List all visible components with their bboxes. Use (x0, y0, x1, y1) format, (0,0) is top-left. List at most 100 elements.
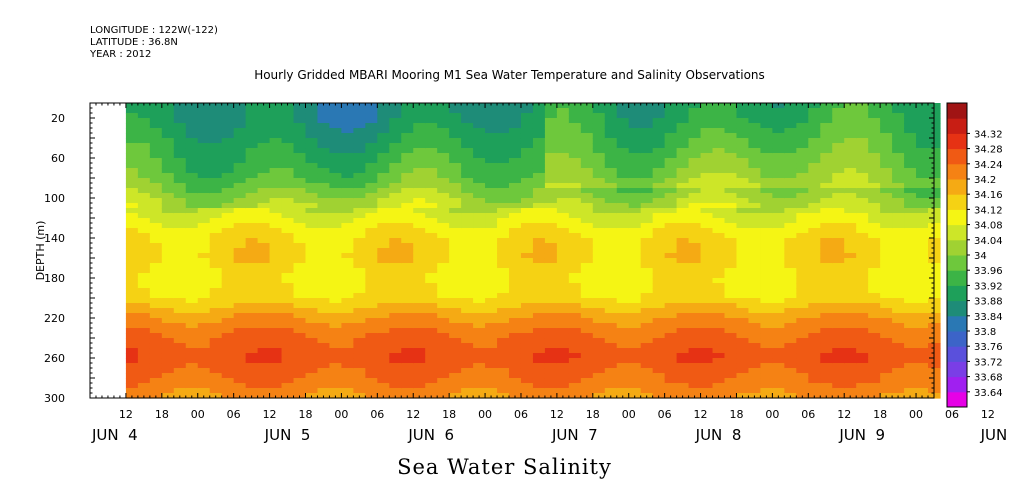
heatmap-cell (281, 238, 295, 244)
heatmap-cell (724, 373, 738, 379)
heatmap-cell (161, 268, 175, 274)
heatmap-cell (832, 188, 845, 194)
heatmap-cell (832, 108, 845, 114)
heatmap-cell (173, 368, 187, 374)
heatmap-cell (185, 273, 199, 279)
heatmap-cell (880, 318, 893, 324)
heatmap-cell (820, 193, 833, 199)
heatmap-cell (868, 153, 881, 159)
heatmap-cell (317, 193, 331, 199)
heatmap-cell (640, 288, 654, 294)
heatmap-cell (161, 233, 175, 239)
heatmap-cell (353, 223, 366, 229)
heatmap-cell (532, 273, 546, 279)
heatmap-cell (796, 328, 809, 334)
heatmap-cell (341, 163, 354, 169)
heatmap-cell (820, 313, 833, 319)
heatmap-cell (796, 338, 809, 344)
heatmap-cell (736, 228, 750, 234)
heatmap-cell (640, 103, 654, 109)
heatmap-cell (269, 183, 283, 189)
heatmap-cell (844, 383, 857, 389)
heatmap-cell (712, 263, 726, 269)
heatmap-cell (509, 183, 522, 189)
heatmap-cell (628, 373, 642, 379)
heatmap-cell (365, 238, 378, 244)
heatmap-cell (125, 208, 139, 214)
heatmap-cell (137, 353, 151, 359)
heatmap-cell (640, 148, 654, 154)
heatmap-cell (245, 333, 259, 339)
heatmap-cell (497, 253, 510, 259)
heatmap-cell (772, 388, 785, 394)
heatmap-cell (844, 228, 857, 234)
heatmap-cell (832, 178, 845, 184)
heatmap-cell (532, 133, 546, 139)
heatmap-cell (125, 323, 139, 329)
heatmap-cell (844, 313, 857, 319)
heatmap-cell (461, 258, 474, 264)
heatmap-cell (556, 193, 570, 199)
heatmap-cell (604, 263, 618, 269)
heatmap-cell (137, 198, 151, 204)
heatmap-cell (784, 153, 797, 159)
heatmap-cell (449, 293, 462, 299)
heatmap-cell (916, 283, 929, 289)
heatmap-cell (544, 388, 558, 394)
heatmap-cell (125, 233, 139, 239)
heatmap-cell (209, 243, 223, 249)
heatmap-cell (329, 308, 342, 314)
colorbar-swatch (947, 194, 967, 210)
heatmap-cell (185, 368, 199, 374)
heatmap-cell (628, 158, 642, 164)
heatmap-cell (281, 133, 295, 139)
heatmap-cell (760, 223, 773, 229)
heatmap-cell (676, 218, 690, 224)
heatmap-cell (221, 128, 235, 134)
heatmap-cell (772, 273, 785, 279)
heatmap-cell (377, 183, 390, 189)
heatmap-cell (880, 278, 893, 284)
heatmap-cell (293, 113, 307, 119)
heatmap-cell (161, 308, 175, 314)
heatmap-cell (808, 303, 821, 309)
heatmap-cell (664, 373, 678, 379)
heatmap-cell (245, 228, 259, 234)
heatmap-cell (269, 193, 283, 199)
heatmap-cell (568, 183, 582, 189)
heatmap-cell (628, 123, 642, 129)
heatmap-cell (425, 378, 438, 384)
heatmap-cell (556, 163, 570, 169)
heatmap-cell (784, 108, 797, 114)
heatmap-cell (796, 158, 809, 164)
heatmap-cell (640, 228, 654, 234)
heatmap-cell (916, 133, 929, 139)
heatmap-cell (712, 268, 726, 274)
heatmap-cell (580, 138, 594, 144)
heatmap-cell (329, 128, 342, 134)
heatmap-cell (748, 138, 762, 144)
heatmap-cell (784, 303, 797, 309)
heatmap-cell (257, 358, 271, 364)
heatmap-cell (604, 353, 618, 359)
heatmap-cell (868, 273, 881, 279)
heatmap-cell (341, 278, 354, 284)
heatmap-cell (712, 198, 726, 204)
heatmap-cell (568, 208, 582, 214)
heatmap-cell (616, 168, 630, 174)
heatmap-cell (449, 248, 462, 254)
heatmap-cell (149, 283, 163, 289)
heatmap-cell (868, 283, 881, 289)
heatmap-cell (185, 263, 199, 269)
heatmap-cell (413, 343, 426, 349)
heatmap-cell (652, 368, 666, 374)
heatmap-cell (509, 153, 522, 159)
heatmap-cell (305, 353, 319, 359)
heatmap-cell (389, 243, 402, 249)
heatmap-cell (269, 118, 283, 124)
heatmap-cell (844, 148, 857, 154)
heatmap-cell (233, 348, 247, 354)
heatmap-cell (808, 318, 821, 324)
heatmap-cell (604, 128, 618, 134)
heatmap-cell (137, 173, 151, 179)
